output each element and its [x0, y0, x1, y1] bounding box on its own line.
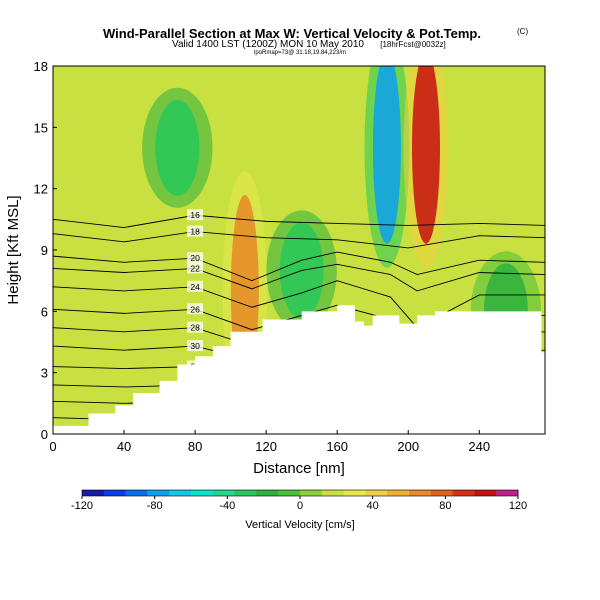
colorbar-swatch-14 [387, 490, 410, 496]
x-tick-label-240: 240 [468, 439, 490, 454]
x-axis: 0 40 80 120 160 200 240 [49, 430, 490, 454]
y-tick-label-18: 18 [34, 59, 48, 74]
colorbar-swatch-1 [103, 490, 127, 496]
theta-contour-label-28: 28 [190, 323, 200, 333]
theta-contour-label-bg-16 [187, 209, 204, 221]
colorbar-tick--80: -80 [147, 500, 163, 512]
x-tick-label-120: 120 [255, 439, 277, 454]
colorbar-swatch-17 [452, 490, 475, 496]
y-tick-label-12: 12 [34, 182, 48, 197]
colorbar-tick-40: 40 [367, 500, 379, 512]
theta-contour-label-bg-22 [187, 262, 204, 274]
colorbar-swatch-15 [409, 490, 432, 496]
y-axis: 0 3 6 9 12 15 18 [34, 59, 57, 442]
theta-contour-label-bg-30 [187, 340, 204, 352]
y-tick-label-9: 9 [41, 243, 48, 258]
section-endpoints-label: lpoRmap=73@ 31.18,19.84,223/m [254, 50, 346, 56]
x-tick-label-40: 40 [117, 439, 131, 454]
theta-contour-label-bg-20 [187, 252, 204, 264]
y-tick-label-6: 6 [41, 304, 48, 319]
theta-contour-label-30: 30 [190, 341, 200, 351]
copyright-mark: (C) [517, 27, 528, 36]
colorbar-tick--40: -40 [219, 500, 235, 512]
theta-contour-label-bg-24 [187, 280, 204, 292]
theta-contour-label-16: 16 [190, 210, 200, 220]
colorbar-swatch-19 [496, 490, 519, 496]
colorbar-swatch-13 [365, 490, 388, 496]
theta-contour-label-bg-18 [187, 225, 204, 237]
theta-contour-label-22: 22 [190, 263, 200, 273]
theta-contour-22 [53, 263, 545, 292]
x-tick-label-200: 200 [397, 439, 419, 454]
y-tick-label-0: 0 [41, 427, 48, 442]
colorbar-swatch-16 [430, 490, 454, 496]
forecast-label: [18hrFcst@0032z] [380, 40, 445, 49]
theta-contour-label-24: 24 [190, 282, 200, 292]
colorbar-label: Vertical Velocity [cm/s] [245, 519, 354, 531]
w-feature-core-1 [372, 66, 401, 244]
theta-contour-18 [53, 231, 545, 249]
colorbar-tick--120: -120 [71, 500, 93, 512]
theta-contour-label-bg-28 [187, 321, 204, 333]
y-axis-label: Height [Kft MSL] [5, 195, 22, 304]
colorbar: -120 -80 -40 0 40 80 120 [71, 489, 527, 512]
y-tick-label-15: 15 [34, 120, 48, 135]
x-tick-label-80: 80 [188, 439, 202, 454]
theta-contour-label-26: 26 [190, 304, 200, 314]
y-tick-label-3: 3 [41, 366, 48, 381]
colorbar-swatch-7 [234, 490, 257, 496]
x-tick-label-0: 0 [49, 439, 56, 454]
theta-contour-label-bg-26 [187, 303, 204, 315]
colorbar-swatch-12 [343, 490, 366, 496]
terrain-mask [53, 305, 545, 434]
colorbar-swatch-6 [212, 490, 236, 496]
colorbar-swatch-10 [300, 490, 323, 496]
terrain [53, 305, 545, 434]
colorbar-swatch-18 [474, 490, 497, 496]
theta-contour-label-18: 18 [190, 227, 200, 237]
colorbar-tick-80: 80 [439, 500, 451, 512]
theta-contour-16 [53, 214, 545, 228]
w-feature-core-2 [412, 66, 440, 244]
colorbar-swatch-5 [191, 490, 214, 496]
colorbar-swatch-3 [147, 490, 170, 496]
valid-time-label: Valid 1400 LST (1200Z) MON 10 May 2010 [172, 39, 364, 50]
colorbar-tick-120: 120 [509, 500, 527, 512]
theta-contour-label-20: 20 [190, 253, 200, 263]
w-feature-core-3 [155, 99, 200, 196]
colorbar-swatch-8 [256, 490, 279, 496]
colorbar-swatch-11 [321, 490, 345, 496]
colorbar-swatch-2 [125, 490, 148, 496]
theta-contour-20 [53, 251, 545, 282]
x-tick-label-160: 160 [326, 439, 348, 454]
colorbar-tick-0: 0 [297, 500, 303, 512]
colorbar-swatch-0 [82, 490, 105, 496]
x-axis-label: Distance [nm] [253, 460, 345, 477]
chart-title: Wind-Parallel Section at Max W: Vertical… [103, 26, 481, 41]
colorbar-swatch-4 [169, 490, 192, 496]
colorbar-swatch-9 [278, 490, 301, 496]
